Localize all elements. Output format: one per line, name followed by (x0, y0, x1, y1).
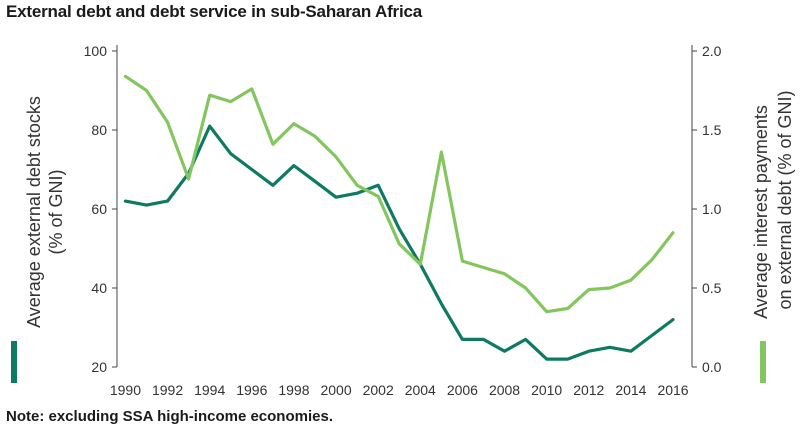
x-tick-label: 1992 (152, 382, 183, 398)
x-tick-label: 2014 (615, 382, 646, 398)
left-tick-label: 100 (84, 43, 108, 59)
left-axis-label-line2: (% of GNI) (46, 169, 66, 254)
debt-stocks-line (123, 124, 675, 361)
x-tick-label: 1990 (110, 382, 141, 398)
right-tick-label: 1.5 (702, 122, 722, 138)
x-tick-label: 2008 (489, 382, 520, 398)
left-tick-label: 20 (91, 359, 107, 375)
right-tick-label: 2.0 (702, 43, 722, 59)
left-axis-legend-swatch (11, 341, 17, 383)
x-tick-label: 2016 (657, 382, 688, 398)
footnote: Note: excluding SSA high-income economie… (6, 408, 333, 425)
left-tick-label: 80 (91, 122, 107, 138)
x-tick-label: 1996 (236, 382, 267, 398)
x-tick-label: 2006 (447, 382, 478, 398)
interest-payments-line (123, 74, 675, 314)
x-tick-label: 2002 (363, 382, 394, 398)
right-tick-label: 0.5 (702, 280, 722, 296)
x-tick-label: 2012 (573, 382, 604, 398)
x-tick-label: 1994 (194, 382, 225, 398)
right-tick-label: 1.0 (702, 201, 722, 217)
left-tick-label: 60 (91, 201, 107, 217)
right-axis-legend-swatch (760, 341, 766, 383)
left-axis-label-line1: Average external debt stocks (24, 96, 44, 328)
right-tick-label: 0.0 (702, 359, 722, 375)
right-axis-label-line2: on external debt (% of GNI) (775, 90, 795, 309)
x-tick-label: 2000 (320, 382, 351, 398)
chart-title: External debt and debt service in sub-Sa… (6, 2, 422, 21)
x-tick-label: 2004 (405, 382, 436, 398)
left-tick-label: 40 (91, 280, 107, 296)
right-axis-label-line1: Average interest payments (751, 105, 771, 319)
x-tick-label: 1998 (278, 382, 309, 398)
x-tick-label: 2010 (531, 382, 562, 398)
